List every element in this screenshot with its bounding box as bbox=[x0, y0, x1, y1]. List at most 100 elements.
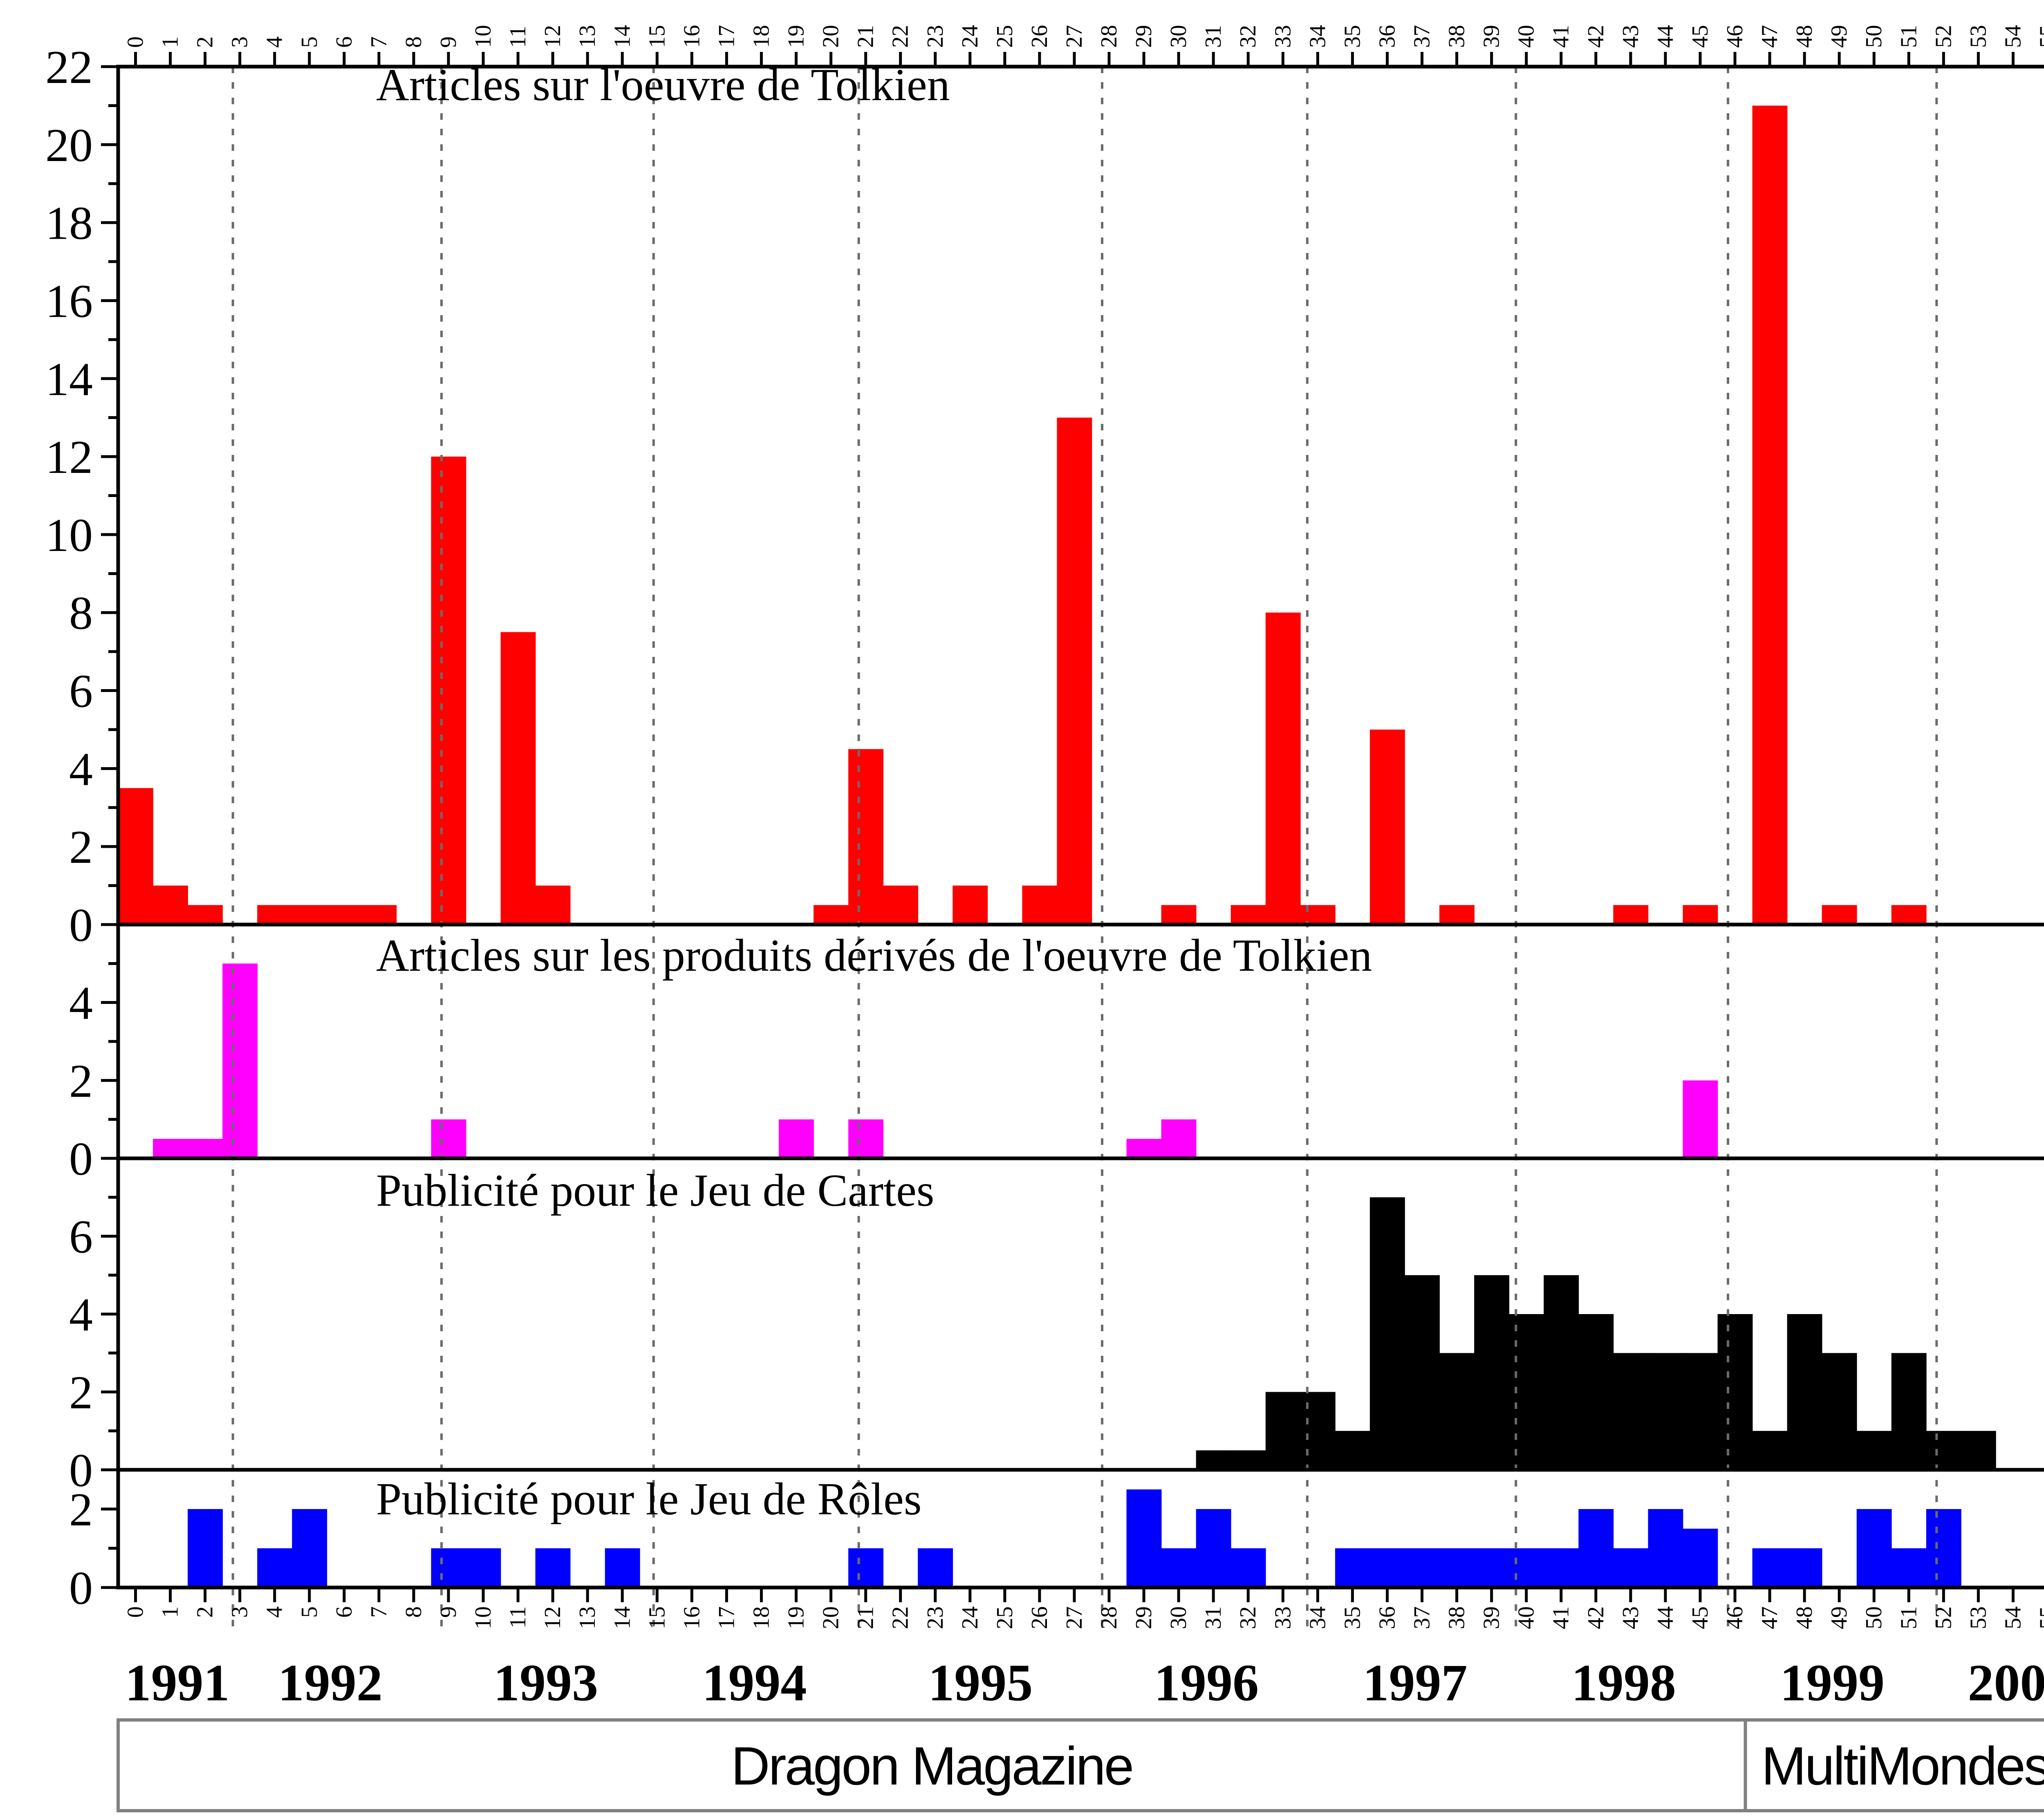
y-tick-label-panel1: 6 bbox=[69, 665, 93, 718]
x-tick-label-bottom: 20 bbox=[818, 1606, 844, 1629]
x-tick-label-bottom: 52 bbox=[1931, 1606, 1956, 1629]
bar-panel3-issue-52 bbox=[1926, 1431, 1961, 1470]
x-tick-label-bottom: 44 bbox=[1653, 1606, 1678, 1629]
x-tick-label-top: 36 bbox=[1374, 25, 1400, 48]
bar-panel1-issue-47 bbox=[1752, 105, 1788, 925]
x-tick-label-top: 27 bbox=[1062, 25, 1087, 48]
y-tick-label-panel1: 20 bbox=[45, 119, 93, 172]
year-label-1992: 1992 bbox=[278, 1654, 383, 1712]
bar-panel1-issue-1 bbox=[153, 885, 188, 925]
bar-panel3-issue-41 bbox=[1544, 1275, 1579, 1470]
x-tick-label-bottom: 21 bbox=[853, 1606, 879, 1629]
x-tick-label-top: 19 bbox=[784, 25, 809, 48]
bar-panel3-issue-46 bbox=[1717, 1314, 1753, 1470]
bar-panel3-issue-48 bbox=[1787, 1314, 1822, 1470]
bar-panel3-issue-45 bbox=[1683, 1353, 1718, 1470]
x-tick-label-bottom: 4 bbox=[262, 1606, 287, 1618]
x-tick-label-top: 31 bbox=[1201, 25, 1226, 48]
x-tick-label-bottom: 5 bbox=[297, 1606, 322, 1618]
x-tick-label-top: 35 bbox=[1340, 25, 1365, 48]
x-tick-label-top: 40 bbox=[1514, 25, 1539, 48]
x-tick-label-bottom: 38 bbox=[1444, 1606, 1470, 1629]
bar-panel4-issue-14 bbox=[605, 1548, 640, 1588]
y-tick-label-panel1: 10 bbox=[45, 509, 93, 562]
x-tick-label-bottom: 29 bbox=[1131, 1606, 1156, 1629]
x-tick-label-top: 7 bbox=[366, 36, 392, 48]
bar-panel3-issue-36 bbox=[1369, 1197, 1405, 1470]
x-tick-label-bottom: 19 bbox=[784, 1606, 809, 1629]
bar-panel2-issue-45 bbox=[1683, 1080, 1718, 1158]
bar-panel3-issue-44 bbox=[1648, 1353, 1683, 1470]
y-tick-label-panel1: 4 bbox=[69, 743, 93, 795]
x-tick-label-bottom: 49 bbox=[1827, 1606, 1852, 1629]
bar-panel1-issue-24 bbox=[953, 885, 988, 925]
bar-panel1-issue-38 bbox=[1439, 905, 1475, 925]
bar-panel1-issue-20 bbox=[814, 905, 849, 925]
x-tick-label-top: 47 bbox=[1757, 25, 1782, 48]
bar-panel3-issue-35 bbox=[1335, 1431, 1370, 1470]
bar-panel1-issue-43 bbox=[1613, 905, 1649, 925]
bar-panel1-issue-34 bbox=[1300, 905, 1336, 925]
x-tick-label-bottom: 17 bbox=[714, 1606, 739, 1629]
x-tick-label-bottom: 27 bbox=[1062, 1606, 1087, 1629]
x-tick-label-bottom: 31 bbox=[1201, 1606, 1226, 1629]
x-tick-label-top: 52 bbox=[1931, 25, 1956, 48]
bar-panel4-issue-5 bbox=[292, 1509, 327, 1588]
bar-panel4-issue-38 bbox=[1439, 1548, 1475, 1588]
axes-layer bbox=[101, 52, 2044, 1602]
x-tick-label-bottom: 24 bbox=[957, 1606, 983, 1629]
x-tick-label-top: 55 bbox=[2035, 25, 2044, 48]
bar-panel3-issue-37 bbox=[1405, 1275, 1440, 1470]
x-tick-label-bottom: 45 bbox=[1688, 1606, 1713, 1629]
x-tick-label-bottom: 32 bbox=[1235, 1606, 1261, 1629]
y-tick-label-panel2: 4 bbox=[69, 977, 93, 1030]
bar-panel4-issue-36 bbox=[1369, 1548, 1405, 1588]
x-tick-label-bottom: 28 bbox=[1096, 1606, 1122, 1629]
x-tick-label-bottom: 33 bbox=[1270, 1606, 1295, 1629]
bar-panel2-issue-21 bbox=[848, 1119, 883, 1158]
x-tick-label-bottom: 3 bbox=[227, 1606, 253, 1618]
year-label-1991: 1991 bbox=[125, 1654, 230, 1712]
x-tick-label-bottom: 43 bbox=[1618, 1606, 1643, 1629]
panel-title-3: Publicité pour le Jeu de Cartes bbox=[376, 1165, 934, 1216]
bar-panel3-issue-49 bbox=[1822, 1353, 1857, 1470]
x-tick-label-top: 12 bbox=[540, 25, 565, 48]
bar-panel4-issue-35 bbox=[1335, 1548, 1370, 1588]
x-tick-label-bottom: 0 bbox=[123, 1606, 148, 1618]
bar-panel4-issue-41 bbox=[1544, 1548, 1579, 1588]
y-tick-label-panel1: 12 bbox=[45, 431, 93, 484]
x-tick-label-bottom: 7 bbox=[366, 1606, 392, 1618]
y-tick-label-panel1: 18 bbox=[45, 197, 93, 250]
x-tick-label-top: 38 bbox=[1444, 25, 1470, 48]
x-tick-label-top: 26 bbox=[1027, 25, 1052, 48]
bar-panel3-issue-39 bbox=[1474, 1275, 1509, 1470]
bar-panel1-issue-2 bbox=[188, 905, 223, 925]
bar-panel4-issue-42 bbox=[1578, 1509, 1614, 1588]
x-tick-label-top: 49 bbox=[1827, 25, 1852, 48]
bar-panel1-issue-51 bbox=[1891, 905, 1927, 925]
x-tick-label-top: 23 bbox=[923, 25, 948, 48]
bar-panel2-issue-9 bbox=[431, 1119, 466, 1158]
y-tick-label-panel2: 2 bbox=[69, 1055, 93, 1107]
x-tick-label-top: 8 bbox=[401, 36, 426, 48]
x-tick-label-top: 25 bbox=[992, 25, 1018, 48]
bar-panel4-issue-43 bbox=[1613, 1548, 1649, 1588]
publication-label: MultiMondes bbox=[1762, 1736, 2044, 1796]
x-tick-label-top: 45 bbox=[1688, 25, 1713, 48]
x-tick-label-bottom: 53 bbox=[1966, 1606, 1991, 1629]
bar-panel4-issue-47 bbox=[1752, 1548, 1788, 1588]
x-tick-label-top: 29 bbox=[1131, 25, 1156, 48]
x-tick-label-bottom: 9 bbox=[436, 1606, 461, 1618]
bar-panel4-issue-12 bbox=[535, 1548, 571, 1588]
y-tick-label-panel4: 0 bbox=[69, 1562, 93, 1614]
bar-panel1-issue-11 bbox=[500, 632, 536, 925]
x-tick-label-bottom: 8 bbox=[401, 1606, 426, 1618]
x-tick-label-top: 43 bbox=[1618, 25, 1643, 48]
bar-panel2-issue-3 bbox=[222, 963, 258, 1158]
x-tick-label-top: 32 bbox=[1235, 25, 1261, 48]
y-tick-label-panel2: 0 bbox=[69, 1133, 93, 1185]
bar-panel4-issue-31 bbox=[1196, 1509, 1231, 1588]
bar-panel1-issue-49 bbox=[1822, 905, 1857, 925]
panel-title-4: Publicité pour le Jeu de Rôles bbox=[376, 1474, 921, 1525]
